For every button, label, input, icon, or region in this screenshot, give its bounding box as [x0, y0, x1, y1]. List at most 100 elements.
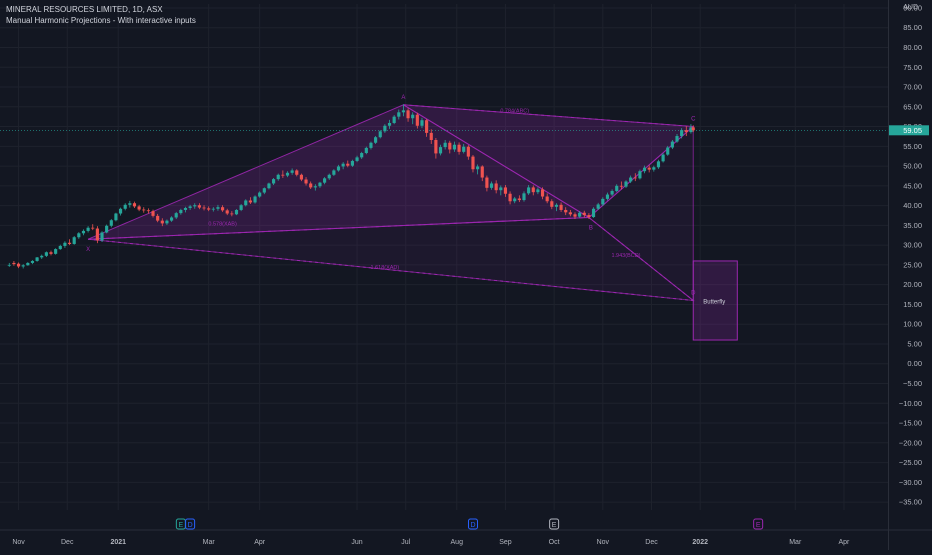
candle [503, 185, 508, 197]
candle [360, 151, 364, 159]
ratio-line-ac [403, 104, 694, 128]
candle-body [100, 232, 104, 241]
candle [128, 200, 132, 208]
candle [378, 130, 382, 139]
candle-body [146, 210, 150, 212]
candle [615, 184, 619, 193]
time-tick-label: Nov [12, 539, 25, 546]
candle [341, 162, 345, 170]
candle-body [258, 192, 262, 197]
event-marker-box [549, 518, 560, 530]
candle-body [151, 211, 155, 216]
price-tick-label: 50.00 [903, 162, 922, 171]
ratio-label: 0.784(ABC) [500, 109, 529, 115]
candle-body [434, 139, 438, 154]
candle [40, 254, 44, 259]
candle [684, 126, 688, 137]
candle-body [527, 187, 531, 194]
candle-body [513, 198, 517, 202]
candle [471, 155, 475, 173]
event-marker[interactable]: D [185, 518, 196, 530]
time-tick-label: Mar [789, 539, 802, 546]
candle-body [531, 187, 535, 193]
candle [374, 136, 378, 144]
pattern-point-c: C [691, 117, 696, 123]
price-tick-label: 90.00 [903, 3, 922, 12]
candle-body [54, 249, 58, 254]
candle [438, 144, 443, 156]
candle-body [118, 208, 123, 214]
ratio-label: 1.943(BCD) [611, 253, 640, 259]
candle-body [374, 137, 378, 143]
candle [355, 155, 359, 163]
candle-body [91, 227, 95, 229]
candle-body [605, 194, 610, 199]
candle [142, 207, 146, 213]
candle-body [109, 220, 113, 226]
candle [202, 205, 206, 211]
candle [550, 199, 554, 210]
candle [49, 250, 53, 256]
candle-body [272, 179, 276, 184]
candle-body [378, 131, 382, 138]
candle-body [691, 127, 695, 131]
candle [174, 211, 178, 220]
candle-body [517, 198, 521, 201]
candle [234, 209, 239, 216]
price-tick-label: −35.00 [899, 498, 922, 507]
candle [666, 145, 670, 156]
candle-body [132, 203, 137, 207]
time-tick-label: Apr [254, 539, 266, 546]
candle-body [568, 212, 572, 215]
currency-label: AUD [903, 4, 918, 11]
price-tick-label: 45.00 [903, 181, 922, 190]
candle-body [462, 146, 466, 152]
candle-body [7, 264, 11, 266]
candle-body [489, 183, 494, 188]
candle-body [72, 237, 76, 244]
candle-body [58, 245, 62, 250]
event-marker-box [185, 518, 196, 530]
candle-body [193, 205, 197, 207]
candle-body [624, 181, 628, 187]
time-tick-label: Mar [203, 539, 216, 546]
candle-body [123, 204, 127, 209]
time-tick-label: 2022 [692, 539, 708, 546]
price-axis: 90.0085.0080.0075.0070.0065.0060.0055.00… [889, 3, 929, 507]
candle-body [670, 141, 674, 148]
price-tick-label: 80.00 [903, 43, 922, 52]
candle-body [471, 156, 475, 170]
event-marker[interactable]: E [753, 518, 764, 530]
candle [522, 191, 526, 202]
candle [16, 262, 21, 269]
candle [211, 207, 215, 212]
candle [81, 229, 86, 236]
time-tick-label: Jun [351, 539, 362, 546]
candle [109, 219, 113, 228]
candle-body [12, 262, 16, 265]
candle-body [318, 182, 322, 187]
event-marker[interactable]: D [467, 518, 478, 530]
event-marker[interactable]: E [175, 518, 186, 530]
event-marker-label: E [756, 522, 761, 529]
candle [670, 139, 674, 150]
candle [691, 125, 695, 133]
event-marker[interactable]: E [549, 518, 560, 530]
candle-body [230, 213, 234, 215]
pattern-point-b: B [589, 225, 593, 231]
chart-title: MINERAL RESOURCES LIMITED, 1D, ASX [6, 5, 163, 14]
candle [95, 226, 99, 244]
candle [77, 232, 81, 239]
candle [193, 203, 197, 209]
candle-body [415, 114, 419, 126]
candle [531, 185, 535, 196]
candle-body [332, 170, 336, 175]
indicator-title[interactable]: Manual Harmonic Projections - With inter… [6, 16, 196, 25]
prz-box [692, 260, 738, 341]
candle-body [564, 209, 568, 213]
candle-body [188, 206, 192, 208]
candle-body [666, 147, 670, 155]
candle-body [169, 217, 174, 221]
